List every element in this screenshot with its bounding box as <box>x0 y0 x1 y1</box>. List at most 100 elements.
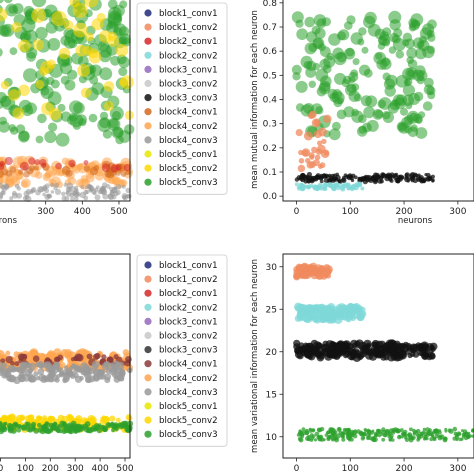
data-point <box>308 427 312 431</box>
data-point <box>114 424 120 429</box>
data-point <box>32 355 40 363</box>
data-point <box>6 375 13 382</box>
data-point <box>35 26 48 40</box>
data-point <box>80 185 85 189</box>
legends: block1_conv1block1_conv2block2_conv1bloc… <box>136 2 228 447</box>
x-tick-label: 100 <box>17 464 34 474</box>
data-point <box>365 95 378 108</box>
data-point <box>78 75 87 84</box>
data-point <box>416 75 425 85</box>
data-point <box>471 434 474 438</box>
data-point <box>301 427 306 431</box>
data-point <box>453 431 458 436</box>
y-tick-label: 0.8 <box>263 0 278 9</box>
data-point <box>5 350 11 356</box>
x-tick-label: 200 <box>395 464 412 474</box>
data-point <box>58 47 71 60</box>
data-point <box>305 175 311 181</box>
data-point <box>9 47 18 55</box>
legend-label: block3_conv1 <box>159 65 218 75</box>
data-point <box>113 364 120 371</box>
data-point <box>102 193 109 200</box>
data-point <box>65 169 73 177</box>
data-point <box>63 20 74 31</box>
data-point <box>316 86 327 97</box>
data-point <box>121 193 128 199</box>
data-point <box>335 344 341 351</box>
panel-bottom-right-points <box>293 262 474 443</box>
data-point <box>329 340 336 346</box>
data-point <box>35 80 45 89</box>
data-point <box>67 187 71 191</box>
data-point <box>83 372 91 379</box>
data-point <box>14 183 20 189</box>
data-point <box>347 436 351 441</box>
data-point <box>388 438 392 442</box>
data-point <box>126 193 132 199</box>
data-point <box>340 434 345 439</box>
legend-label: block1_conv2 <box>159 23 218 33</box>
data-point <box>69 370 74 375</box>
data-point <box>28 363 33 368</box>
data-point <box>370 347 380 356</box>
data-point <box>120 75 134 90</box>
data-point <box>330 173 336 180</box>
data-point <box>407 69 416 78</box>
data-point <box>377 42 386 50</box>
x-axis-label: neurons <box>0 216 18 226</box>
data-point <box>306 185 311 190</box>
data-point <box>85 189 90 194</box>
data-point <box>317 182 323 188</box>
data-point <box>471 428 474 431</box>
data-point <box>390 436 393 439</box>
data-point <box>312 159 320 167</box>
data-point <box>7 423 14 430</box>
data-point <box>49 429 54 433</box>
data-point <box>395 75 409 88</box>
data-point <box>357 38 365 46</box>
data-point <box>415 47 427 60</box>
data-point <box>0 26 9 36</box>
data-point <box>296 264 305 273</box>
data-point <box>0 163 5 171</box>
data-point <box>294 348 301 355</box>
data-point <box>70 196 75 202</box>
data-point <box>389 19 401 31</box>
data-point <box>48 415 55 423</box>
data-point <box>0 8 8 22</box>
data-point <box>4 156 13 166</box>
data-point <box>291 64 302 75</box>
data-point <box>3 421 8 426</box>
data-point <box>42 184 48 190</box>
data-point <box>447 428 452 433</box>
data-point <box>10 365 17 373</box>
data-point <box>457 432 461 436</box>
data-point <box>342 431 346 435</box>
data-point <box>34 159 41 166</box>
data-point <box>295 19 304 28</box>
data-point <box>0 194 4 200</box>
data-point <box>363 106 375 119</box>
legend-box <box>136 254 228 447</box>
data-point <box>331 186 337 192</box>
data-point <box>332 121 341 131</box>
data-point <box>317 144 326 154</box>
legend-label: block1_conv1 <box>159 9 218 19</box>
data-point <box>25 421 31 427</box>
data-point <box>66 423 72 430</box>
data-point <box>397 434 402 440</box>
data-point <box>374 109 384 119</box>
data-point <box>319 175 323 179</box>
data-point <box>306 437 310 441</box>
data-point <box>360 436 365 441</box>
data-point <box>308 80 316 89</box>
legend-label: block3_conv2 <box>159 332 218 342</box>
data-point <box>333 433 338 438</box>
data-point <box>120 422 126 428</box>
data-point <box>73 22 88 38</box>
legend-marker <box>144 388 152 396</box>
data-point <box>318 303 326 310</box>
y-tick-label: 30 <box>266 263 278 273</box>
data-point <box>324 346 333 355</box>
data-point <box>404 38 415 49</box>
